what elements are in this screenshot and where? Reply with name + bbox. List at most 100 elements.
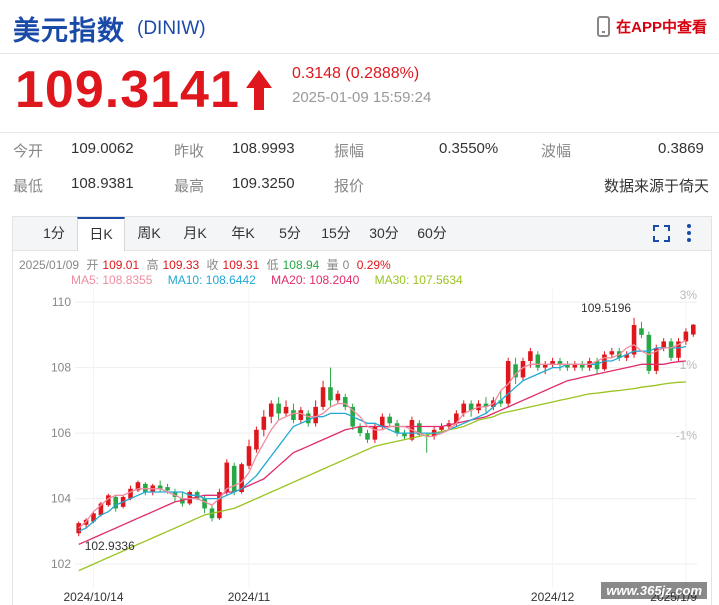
stat-open-label: 今开 bbox=[13, 143, 44, 160]
candle-body bbox=[454, 413, 459, 424]
ma30-line bbox=[78, 381, 686, 572]
candle-body bbox=[631, 325, 637, 355]
candle-body bbox=[380, 416, 385, 427]
tab-daily[interactable]: 日K bbox=[77, 217, 125, 251]
stat-source: 数据来源于倚天 bbox=[604, 175, 709, 196]
stat-low-value: 108.9381 bbox=[71, 175, 134, 192]
y-tick-label: 106 bbox=[51, 426, 71, 440]
kline-panel: 1分 日K 周K 月K 年K 5分 15分 30分 60分 2025/01/09… bbox=[12, 216, 712, 605]
price-change: 0.3148 (0.2888%) bbox=[292, 65, 419, 83]
bar-vol-label: 量 bbox=[326, 258, 339, 272]
candle-body bbox=[461, 403, 467, 414]
candle-body bbox=[180, 498, 185, 504]
stat-low-label: 最低 bbox=[13, 178, 44, 195]
index-code: (DINIW) bbox=[137, 18, 206, 39]
candle-body bbox=[602, 354, 607, 370]
candle-body bbox=[128, 488, 133, 499]
up-arrow-icon bbox=[246, 70, 272, 110]
change-value: 0.3148 bbox=[292, 65, 341, 82]
candle-body bbox=[402, 433, 407, 437]
candle-body bbox=[646, 334, 652, 371]
tab-monthly[interactable]: 月K bbox=[183, 225, 207, 241]
tab-weekly[interactable]: 周K bbox=[137, 225, 161, 241]
watermark: www.365jz.com bbox=[601, 582, 707, 599]
candle-body bbox=[372, 426, 378, 440]
candle-body bbox=[305, 413, 311, 424]
candle-body bbox=[691, 324, 696, 335]
candle-body bbox=[505, 361, 511, 404]
ma-legend: MA5: 108.8355 MA10: 108.6442 MA20: 108.2… bbox=[71, 273, 467, 287]
candle-body bbox=[165, 487, 170, 491]
tab-1min[interactable]: 1分 bbox=[43, 225, 65, 241]
fullscreen-icon[interactable] bbox=[653, 225, 670, 242]
candle-body bbox=[565, 364, 570, 368]
candle-body bbox=[291, 410, 296, 420]
candle-body bbox=[172, 492, 178, 497]
stat-amplitude-value: 0.3550% bbox=[439, 140, 499, 157]
bar-date: 2025/01/09 bbox=[19, 258, 80, 272]
open-in-app-link[interactable]: 在APP中查看 bbox=[597, 16, 707, 37]
candle-body bbox=[557, 361, 563, 365]
stat-quote: 报价 bbox=[334, 175, 364, 196]
candle-body bbox=[624, 354, 629, 358]
stat-open-value: 109.0062 bbox=[71, 140, 134, 157]
pct-tick-label: -1% bbox=[676, 429, 698, 443]
candle-body bbox=[683, 331, 689, 342]
bar-low: 108.94 bbox=[282, 258, 320, 272]
candle-body bbox=[298, 410, 304, 420]
stat-amplitude: 振幅 0.3550% bbox=[334, 140, 498, 161]
stat-high-value: 109.3250 bbox=[232, 175, 295, 192]
candle-body bbox=[246, 446, 252, 466]
candle-body bbox=[394, 423, 400, 434]
bar-info-line: 2025/01/09 开 109.01 高 109.33 收 109.31 低 108.… bbox=[19, 256, 395, 273]
price-row: 109.3141 0.3148 (0.2888%) 2025-01-09 15:… bbox=[0, 58, 719, 120]
candle-body bbox=[365, 433, 370, 440]
candle-body bbox=[528, 351, 533, 362]
candle-body bbox=[387, 416, 392, 424]
more-menu-icon[interactable] bbox=[685, 223, 693, 243]
open-in-app-label: 在APP中查看 bbox=[616, 19, 707, 36]
candle-body bbox=[328, 387, 333, 401]
candle-body bbox=[91, 513, 96, 522]
x-tick-label: 2024/10/14 bbox=[63, 590, 123, 604]
period-tabs: 1分 日K 周K 月K 年K 5分 15分 30分 60分 bbox=[13, 217, 711, 251]
tab-30min[interactable]: 30分 bbox=[369, 225, 399, 241]
y-tick-label: 102 bbox=[51, 557, 71, 571]
ma30-label: MA30: 107.5634 bbox=[374, 273, 463, 287]
stat-high-label: 最高 bbox=[174, 178, 205, 195]
y-tick-label: 104 bbox=[51, 492, 71, 506]
candle-body bbox=[579, 364, 585, 368]
tab-60min[interactable]: 60分 bbox=[417, 225, 447, 241]
change-percent: (0.2888%) bbox=[345, 65, 420, 82]
pct-tick-label: 3% bbox=[680, 288, 698, 302]
candle-body bbox=[483, 403, 489, 407]
candle-body bbox=[239, 464, 244, 493]
ma5-label: MA5: 108.8355 bbox=[71, 273, 153, 287]
candle-body bbox=[609, 351, 615, 355]
candle-body bbox=[542, 364, 548, 368]
candle-body bbox=[268, 403, 274, 417]
candle-body bbox=[439, 426, 444, 430]
stat-prev-close-value: 108.9993 bbox=[232, 140, 295, 157]
stat-low: 最低 108.9381 bbox=[13, 175, 134, 196]
candle-body bbox=[357, 426, 363, 434]
tab-15min[interactable]: 15分 bbox=[321, 225, 351, 241]
candle-body bbox=[572, 364, 578, 368]
y-tick-label: 108 bbox=[51, 361, 71, 375]
candle-body bbox=[224, 462, 230, 493]
candle-body bbox=[498, 400, 504, 404]
bar-close-label: 收 bbox=[206, 258, 219, 272]
ma10-label: MA10: 108.6442 bbox=[167, 273, 256, 287]
ma20-line bbox=[78, 360, 686, 545]
bar-low-label: 低 bbox=[266, 258, 279, 272]
y-tick-label: 110 bbox=[52, 295, 71, 309]
phone-icon bbox=[597, 16, 611, 37]
tab-yearly[interactable]: 年K bbox=[231, 225, 255, 241]
tab-5min[interactable]: 5分 bbox=[279, 225, 301, 241]
candle-body bbox=[468, 403, 474, 411]
candle-body bbox=[217, 492, 222, 519]
candle-body bbox=[535, 354, 541, 368]
candle-body bbox=[520, 361, 526, 378]
bar-open-label: 开 bbox=[86, 258, 99, 272]
